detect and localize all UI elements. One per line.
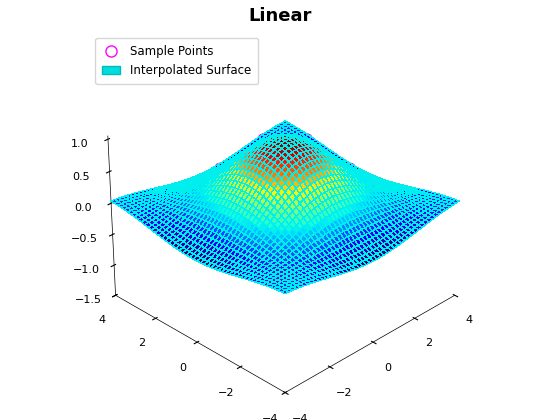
- Title: Linear: Linear: [248, 7, 312, 25]
- Legend: Sample Points, Interpolated Surface: Sample Points, Interpolated Surface: [95, 38, 258, 84]
